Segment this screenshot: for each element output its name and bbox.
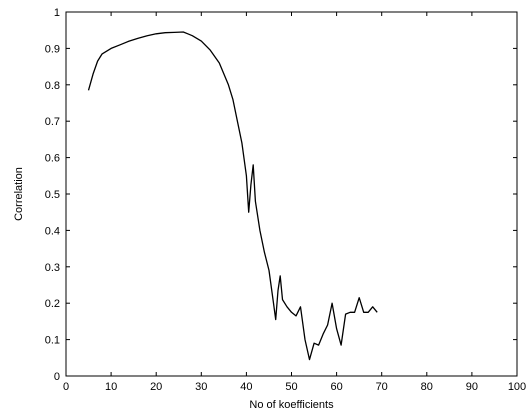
x-tick-label: 40 xyxy=(240,381,252,393)
x-tick-label: 20 xyxy=(150,381,162,393)
y-tick-label: 0.7 xyxy=(45,116,60,128)
x-tick-labels: 0 10 20 30 40 50 60 70 80 90 100 xyxy=(63,381,526,393)
x-tick-label: 30 xyxy=(195,381,207,393)
y-tick-label: 0.1 xyxy=(45,335,60,347)
y-tick-label: 0.3 xyxy=(45,262,60,274)
y-tick-label: 0.6 xyxy=(45,153,60,165)
x-tick-label: 90 xyxy=(466,381,478,393)
y-tick-label: 0.5 xyxy=(45,189,60,201)
x-tick-label: 70 xyxy=(376,381,388,393)
y-tick-label: 0.4 xyxy=(45,225,60,237)
y-tick-label: 0.8 xyxy=(45,80,60,92)
y-tick-label: 0.2 xyxy=(45,298,60,310)
x-tick-label: 50 xyxy=(285,381,297,393)
x-tick-label: 60 xyxy=(330,381,342,393)
y-tick-label: 0 xyxy=(54,371,60,383)
x-tick-label: 10 xyxy=(105,381,117,393)
y-tick-label: 0.9 xyxy=(45,43,60,55)
x-tick-label: 100 xyxy=(508,381,526,393)
x-tick-label: 0 xyxy=(63,381,69,393)
y-tick-labels: 0 0.1 0.2 0.3 0.4 0.5 0.6 0.7 0.8 0.9 1 xyxy=(45,7,60,383)
correlation-line xyxy=(87,31,378,361)
y-tick-label: 1 xyxy=(54,7,60,19)
x-tick-label: 80 xyxy=(421,381,433,393)
y-axis-label: Correlation xyxy=(13,167,25,221)
tick-marks xyxy=(65,11,518,377)
x-axis-label: No of koefficients xyxy=(249,399,334,411)
plot-area xyxy=(65,11,518,377)
